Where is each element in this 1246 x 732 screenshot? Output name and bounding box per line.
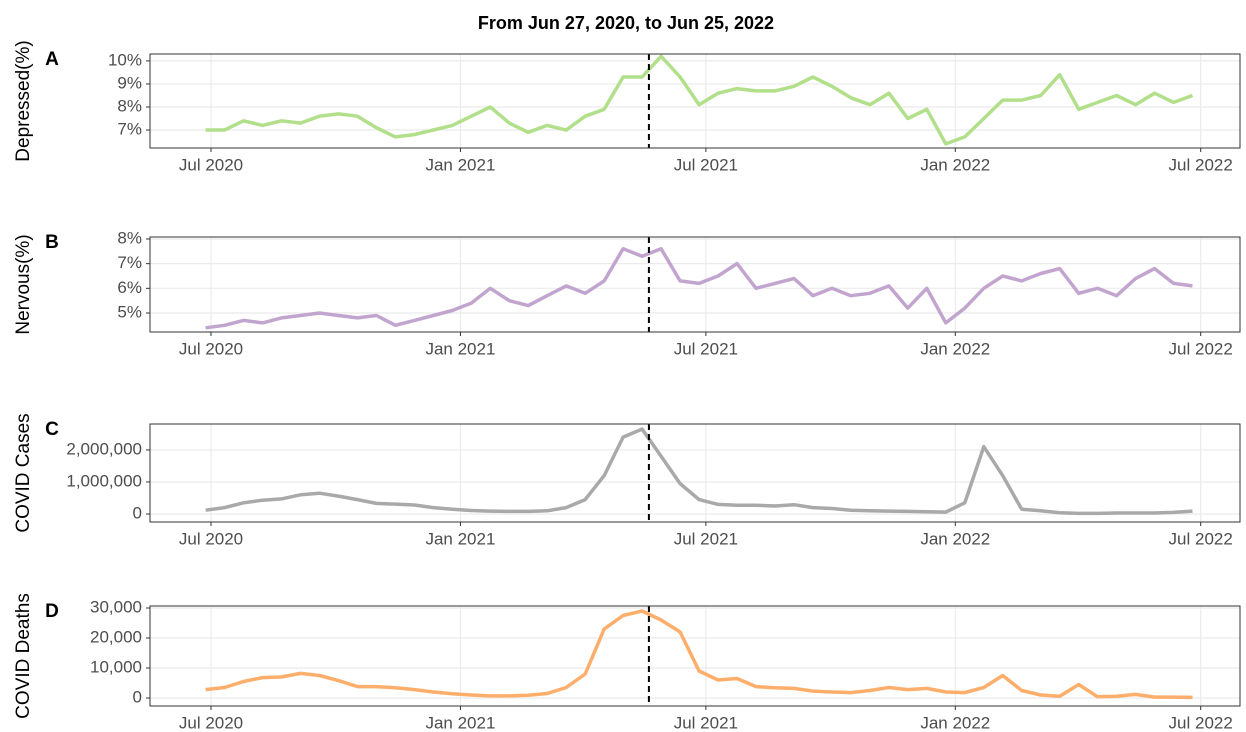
x-tick-label: Jan 2022 (920, 713, 990, 732)
x-tick-label: Jul 2022 (1169, 713, 1233, 732)
y-tick-label: 5% (117, 302, 142, 321)
data-line (205, 247, 1193, 330)
y-axis-label: COVID Cases (13, 413, 34, 532)
x-tick-label: Jan 2021 (425, 713, 495, 732)
data-line (205, 609, 1193, 700)
y-tick-label: 8% (117, 96, 142, 115)
y-tick-label: 0 (133, 687, 142, 706)
x-tick-label: Jan 2022 (920, 155, 990, 174)
y-axis-label: Depressed(%) (13, 40, 34, 161)
y-axis-label: COVID Deaths (13, 593, 34, 719)
y-tick-label: 1,000,000 (66, 471, 142, 490)
panel-frame (149, 423, 1241, 523)
y-tick-label: 9% (117, 73, 142, 92)
data-line (205, 427, 1193, 516)
x-tick-label: Jul 2020 (179, 713, 243, 732)
y-tick-label: 10,000 (90, 657, 142, 676)
x-tick-label: Jul 2021 (674, 529, 738, 548)
y-tick-label: 8% (117, 228, 142, 247)
panel-background (150, 606, 1240, 706)
x-tick-label: Jan 2021 (425, 339, 495, 358)
panel-letter: C (45, 419, 59, 440)
x-tick-label: Jan 2021 (425, 155, 495, 174)
y-tick-label: 10% (108, 50, 142, 69)
y-tick-label: 6% (117, 278, 142, 297)
x-tick-label: Jan 2021 (425, 529, 495, 548)
y-axis-label: Nervous(%) (13, 234, 34, 334)
panel-background (150, 424, 1240, 522)
x-tick-label: Jul 2021 (674, 339, 738, 358)
y-tick-label: 20,000 (90, 627, 142, 646)
x-tick-label: Jul 2021 (674, 155, 738, 174)
x-tick-label: Jan 2022 (920, 529, 990, 548)
data-line (205, 54, 1194, 146)
x-tick-label: Jul 2022 (1169, 339, 1233, 358)
x-tick-label: Jul 2020 (179, 155, 243, 174)
y-tick-label: 2,000,000 (66, 439, 142, 458)
panel-letter: B (45, 232, 59, 253)
panel-frame (149, 53, 1241, 149)
panel-frame (149, 236, 1241, 333)
y-tick-label: 7% (117, 120, 142, 139)
x-tick-label: Jul 2022 (1169, 529, 1233, 548)
x-tick-label: Jul 2022 (1169, 155, 1233, 174)
y-tick-label: 7% (117, 253, 142, 272)
panel-letter: D (45, 601, 59, 622)
y-tick-label: 30,000 (90, 597, 142, 616)
x-tick-label: Jul 2020 (179, 529, 243, 548)
x-tick-label: Jul 2020 (179, 339, 243, 358)
panel-frame (149, 605, 1241, 707)
x-tick-label: Jan 2022 (920, 339, 990, 358)
y-tick-label: 0 (133, 503, 142, 522)
x-tick-label: Jul 2021 (674, 713, 738, 732)
panel-letter: A (45, 49, 59, 70)
chart-title: From Jun 27, 2020, to Jun 25, 2022 (478, 13, 774, 33)
